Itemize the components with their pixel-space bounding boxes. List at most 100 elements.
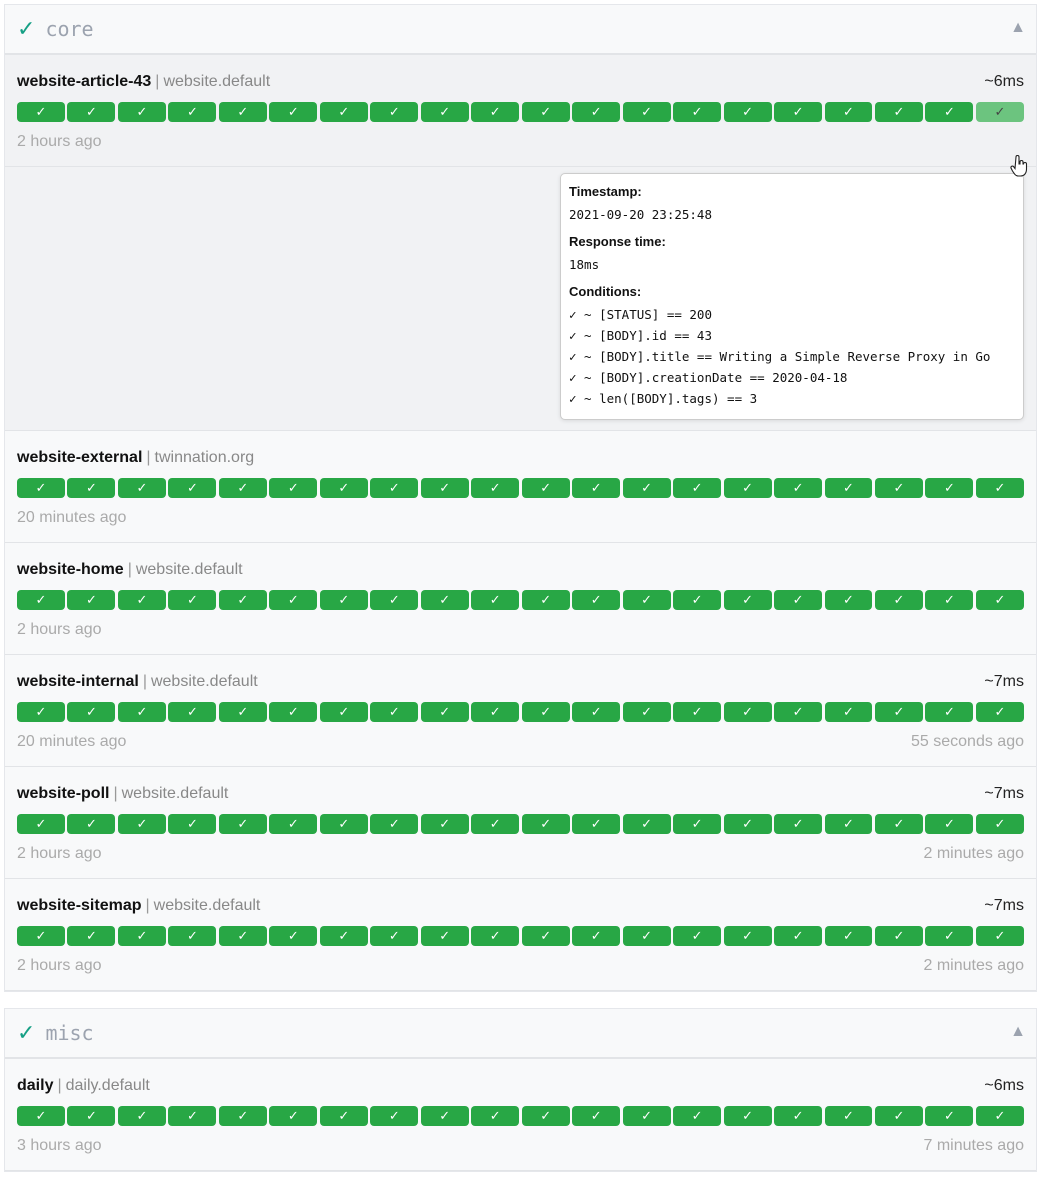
result-badge[interactable]: ✓ — [471, 102, 520, 122]
result-badge[interactable]: ✓ — [218, 102, 267, 122]
result-badge[interactable]: ✓ — [975, 702, 1024, 722]
result-badge[interactable]: ✓ — [925, 478, 974, 498]
result-badge[interactable]: ✓ — [723, 590, 772, 610]
result-badge[interactable]: ✓ — [218, 926, 267, 946]
result-badge[interactable]: ✓ — [673, 1106, 722, 1126]
result-badge[interactable]: ✓ — [117, 1106, 166, 1126]
result-badge[interactable]: ✓ — [17, 814, 65, 834]
result-badge[interactable]: ✓ — [218, 702, 267, 722]
result-badge[interactable]: ✓ — [622, 102, 671, 122]
result-badge[interactable]: ✓ — [673, 590, 722, 610]
result-badge[interactable]: ✓ — [572, 1106, 621, 1126]
result-badge[interactable]: ✓ — [370, 590, 419, 610]
result-badge[interactable]: ✓ — [168, 814, 217, 834]
result-badge[interactable]: ✓ — [117, 102, 166, 122]
result-badge[interactable]: ✓ — [521, 478, 570, 498]
result-badge[interactable]: ✓ — [269, 102, 318, 122]
result-badge[interactable]: ✓ — [975, 1106, 1024, 1126]
result-badge[interactable]: ✓ — [117, 590, 166, 610]
result-badge[interactable]: ✓ — [17, 926, 65, 946]
result-badge[interactable]: ✓ — [572, 702, 621, 722]
result-badge[interactable]: ✓ — [218, 1106, 267, 1126]
result-badge[interactable]: ✓ — [471, 590, 520, 610]
result-badge[interactable]: ✓ — [471, 478, 520, 498]
result-badge[interactable]: ✓ — [168, 1106, 217, 1126]
result-badge[interactable]: ✓ — [471, 926, 520, 946]
result-badge[interactable]: ✓ — [824, 478, 873, 498]
result-badge[interactable]: ✓ — [925, 702, 974, 722]
result-badge[interactable]: ✓ — [824, 926, 873, 946]
endpoint-row[interactable]: website-sitemap | website.default ~7ms ✓ ✓ ✓… — [5, 879, 1036, 991]
result-badge[interactable]: ✓ — [572, 590, 621, 610]
result-badge[interactable]: ✓ — [874, 1106, 923, 1126]
result-badge[interactable]: ✓ — [572, 478, 621, 498]
result-badge[interactable]: ✓ — [521, 590, 570, 610]
result-badge[interactable]: ✓ — [622, 814, 671, 834]
result-badge[interactable]: ✓ — [622, 702, 671, 722]
result-badge[interactable]: ✓ — [874, 814, 923, 834]
result-badge[interactable]: ✓ — [370, 1106, 419, 1126]
result-badge[interactable]: ✓ — [622, 926, 671, 946]
endpoint-row[interactable]: website-home | website.default ✓ ✓ ✓ ✓ ✓ ✓ ✓ ✓ ✓ ✓ ✓… — [5, 543, 1036, 655]
result-badge[interactable]: ✓ — [673, 478, 722, 498]
result-badge[interactable]: ✓ — [471, 814, 520, 834]
result-badge[interactable]: ✓ — [774, 102, 822, 122]
result-badge[interactable]: ✓ — [925, 926, 974, 946]
endpoint-name[interactable]: website-internal — [17, 673, 139, 690]
endpoint-row[interactable]: website-internal | website.default ~7ms ✓ ✓… — [5, 655, 1036, 767]
result-badge[interactable]: ✓ — [925, 1106, 974, 1126]
result-badge[interactable]: ✓ — [521, 1106, 570, 1126]
result-badge[interactable]: ✓ — [420, 814, 469, 834]
result-badge[interactable]: ✓ — [17, 702, 65, 722]
result-badge[interactable]: ✓ — [218, 814, 267, 834]
result-badge[interactable]: ✓ — [218, 590, 267, 610]
result-badge[interactable]: ✓ — [975, 102, 1024, 122]
result-badge[interactable]: ✓ — [673, 702, 722, 722]
result-badge[interactable]: ✓ — [17, 1106, 65, 1126]
result-badge[interactable]: ✓ — [874, 102, 923, 122]
result-badge[interactable]: ✓ — [673, 926, 722, 946]
result-badge[interactable]: ✓ — [774, 478, 822, 498]
result-badge[interactable]: ✓ — [168, 926, 217, 946]
result-badge[interactable]: ✓ — [521, 102, 570, 122]
result-badge[interactable]: ✓ — [67, 926, 116, 946]
endpoint-name[interactable]: website-sitemap — [17, 897, 142, 914]
endpoint-name[interactable]: website-article-43 — [17, 73, 152, 90]
result-badge[interactable]: ✓ — [168, 702, 217, 722]
result-badge[interactable]: ✓ — [370, 814, 419, 834]
result-badge[interactable]: ✓ — [723, 102, 772, 122]
group-header[interactable]: ✓ core ▲ — [5, 5, 1036, 55]
endpoint-name[interactable]: website-home — [17, 561, 124, 578]
result-badge[interactable]: ✓ — [824, 590, 873, 610]
result-badge[interactable]: ✓ — [67, 478, 116, 498]
result-badge[interactable]: ✓ — [975, 590, 1024, 610]
endpoint-name[interactable]: website-external — [17, 449, 143, 466]
result-badge[interactable]: ✓ — [370, 478, 419, 498]
result-badge[interactable]: ✓ — [723, 814, 772, 834]
result-badge[interactable]: ✓ — [975, 478, 1024, 498]
endpoint-row[interactable]: website-external | twinnation.org ✓ ✓ ✓ ✓ ✓ ✓ ✓ ✓… — [5, 431, 1036, 543]
result-badge[interactable]: ✓ — [370, 102, 419, 122]
result-badge[interactable]: ✓ — [824, 702, 873, 722]
result-badge[interactable]: ✓ — [572, 814, 621, 834]
result-badge[interactable]: ✓ — [269, 702, 318, 722]
result-badge[interactable]: ✓ — [723, 478, 772, 498]
result-badge[interactable]: ✓ — [572, 102, 621, 122]
result-badge[interactable]: ✓ — [67, 702, 116, 722]
result-badge[interactable]: ✓ — [420, 590, 469, 610]
result-badge[interactable]: ✓ — [420, 478, 469, 498]
result-badge[interactable]: ✓ — [723, 1106, 772, 1126]
result-badge[interactable]: ✓ — [319, 590, 368, 610]
result-badge[interactable]: ✓ — [874, 590, 923, 610]
result-badge[interactable]: ✓ — [269, 1106, 318, 1126]
collapse-arrow-icon[interactable]: ▲ — [1010, 1023, 1026, 1040]
endpoint-row[interactable]: daily | daily.default ~6ms ✓ ✓ ✓ ✓ ✓ ✓ ✓ ✓ ✓ ✓ ✓ ✓ ✓ ✓ ✓… — [5, 1059, 1036, 1171]
result-badge[interactable]: ✓ — [67, 1106, 116, 1126]
result-badge[interactable]: ✓ — [420, 926, 469, 946]
result-badge[interactable]: ✓ — [269, 478, 318, 498]
result-badge[interactable]: ✓ — [117, 814, 166, 834]
result-badge[interactable]: ✓ — [420, 102, 469, 122]
result-badge[interactable]: ✓ — [521, 926, 570, 946]
result-badge[interactable]: ✓ — [471, 1106, 520, 1126]
result-badge[interactable]: ✓ — [774, 590, 822, 610]
